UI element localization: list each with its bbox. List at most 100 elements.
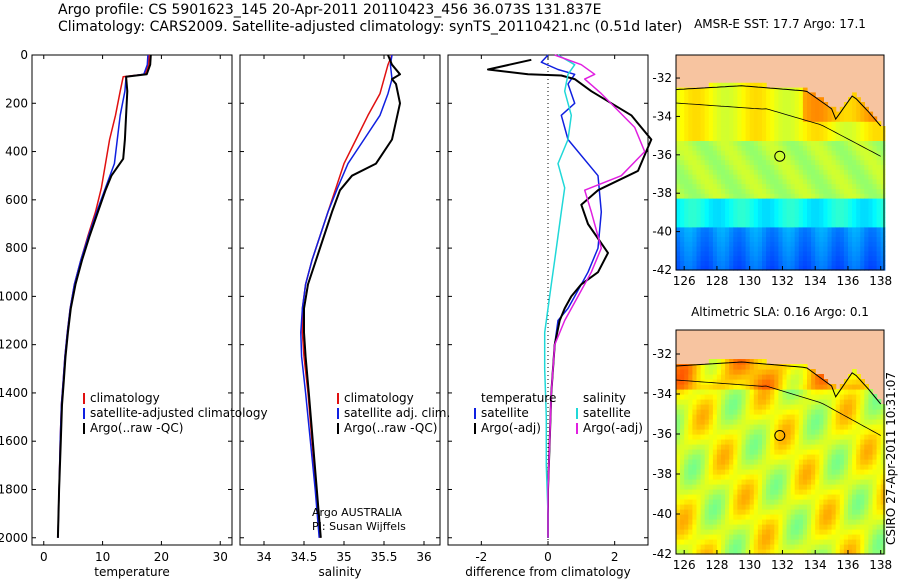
map-cell [778,207,784,213]
map-cell [860,265,865,271]
map-cell [745,434,751,440]
map-cell [778,174,784,180]
map-cell [757,414,763,420]
map-cell [848,183,853,189]
map-cell [749,409,755,415]
map-cell [708,97,714,103]
map-cell [770,489,775,495]
map-cell [790,549,796,555]
map-cell [819,459,824,465]
map-cell [815,178,820,185]
map-cell [725,449,730,455]
map-cell [700,212,706,218]
map-cell [831,198,837,204]
map-cell [827,164,833,170]
map-cell [729,529,734,535]
map-cell [823,145,829,151]
map-y-tick-label: -42 [652,547,672,561]
map-cell [868,116,874,122]
map-cell [815,169,820,175]
map-cell [802,374,808,380]
map-cell [774,514,779,520]
map-cell [749,509,755,515]
map-cell [766,102,771,108]
map-cell [757,449,763,455]
map-cell [794,154,800,161]
map-cell [794,549,800,555]
legend-t-argo-label: Argo(..raw -QC) [90,421,183,435]
map-cell [864,504,869,510]
map-cell [823,504,829,510]
map-cell [733,116,738,122]
map-cell [872,434,878,440]
map-cell [807,509,812,515]
map-cell [860,255,865,261]
map-cell [688,459,693,465]
map-cell [868,178,874,185]
map-cell [852,226,857,233]
map-cell [757,419,763,425]
map-cell [839,459,845,465]
coastline [675,361,882,405]
map-cell [811,207,816,213]
map-cell [880,164,886,170]
map-y-tick-label: -38 [652,467,672,481]
map-cell [741,444,747,450]
map-cell [733,469,738,475]
map-cell [712,444,718,450]
map-cell [745,384,751,390]
map-cell [872,414,878,420]
map-cell [757,97,763,103]
map-cell [778,255,784,261]
map-cell [778,374,784,380]
map-cell [729,241,734,247]
map-cell [794,246,800,252]
map-cell [848,222,853,228]
map-cell [831,499,837,505]
map-cell [794,126,800,132]
map-cell [880,265,886,271]
map-cell [819,539,824,545]
map-cell [778,241,784,247]
map-cell [712,207,718,213]
map-cell [753,126,759,132]
map-cell [757,140,763,146]
map-cell [688,404,693,410]
map-cell [831,464,837,470]
map-cell [831,202,837,209]
map-cell [712,164,718,170]
map-cell [782,459,788,465]
map-cell [737,519,743,525]
map-cell [876,164,882,170]
map-cell [716,159,722,165]
map-cell [794,479,800,485]
map-cell [676,241,681,247]
map-cell [708,193,714,199]
map-cell [848,174,853,180]
map-cell [860,145,865,151]
map-cell [798,489,804,495]
map-cell [815,241,820,247]
map-cell [700,164,706,170]
legend-t-satellite-label: satellite-adjusted climatology [90,406,268,420]
map-cell [757,469,763,475]
map-cell [688,193,693,199]
map-cell [753,231,759,237]
map-cell [860,549,865,555]
map-cell [835,489,841,495]
map-cell [880,150,886,156]
map-cell [872,549,878,555]
map-cell [704,212,710,218]
map-cell [852,474,857,480]
map-cell [815,212,820,218]
map-cell [839,121,845,127]
map-cell [856,188,861,194]
map-cell [716,364,722,370]
map-cell [676,183,681,189]
map-cell [753,198,759,204]
map-cell [733,246,738,252]
map-cell [745,499,751,505]
map-cell [848,145,853,151]
map-cell [684,474,689,480]
map-cell [708,489,714,495]
